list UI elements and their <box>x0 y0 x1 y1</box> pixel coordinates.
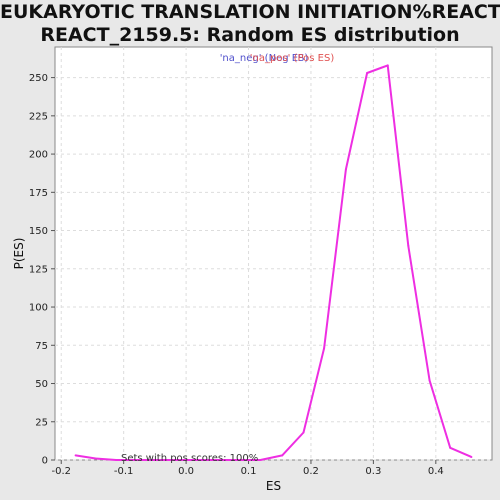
data-point <box>135 459 138 461</box>
y-tick-label: 100 <box>29 303 48 314</box>
chart-title: EUKARYOTIC TRANSLATION INITIATION%REACTO… <box>0 0 500 47</box>
data-point <box>449 446 452 449</box>
y-tick-label: 25 <box>35 417 48 428</box>
data-point <box>156 459 159 461</box>
y-tick-label: 150 <box>29 226 48 237</box>
y-tick-label: 225 <box>29 111 48 122</box>
es-distribution-line <box>75 64 472 461</box>
x-tick-label: -0.2 <box>51 466 71 477</box>
y-tick-label: 175 <box>29 188 48 199</box>
pos-scores-annotation: Sets with pos scores: 100% <box>121 453 258 464</box>
legend-entry: 'na_neg' (Neg ES) <box>220 53 309 64</box>
data-point <box>218 459 221 461</box>
y-tick-label: 50 <box>35 379 48 390</box>
x-tick-label: 0.1 <box>241 466 257 477</box>
data-point <box>344 168 347 171</box>
y-tick-label: 250 <box>29 73 48 84</box>
data-point <box>94 457 97 460</box>
data-point <box>115 459 118 461</box>
x-tick-label: 0.3 <box>365 466 381 477</box>
data-point <box>238 459 241 461</box>
data-point <box>176 459 179 461</box>
title-line-1: EUKARYOTIC TRANSLATION INITIATION%REACTO… <box>0 1 500 23</box>
y-tick-label: 0 <box>42 456 48 467</box>
y-tick-label: 75 <box>35 341 48 352</box>
data-point <box>259 459 262 461</box>
legend: 'na_neg' (Neg ES)'na_pos' (Pos ES) <box>220 53 335 64</box>
x-axis-label: ES <box>266 479 281 493</box>
plot-area <box>54 46 493 461</box>
data-point <box>407 244 410 247</box>
data-point <box>74 454 77 457</box>
axes: -0.2 -0.1 0.0 0.1 0.2 0.3 0.4 0 25 50 75 100 125 150 1… <box>29 73 444 477</box>
data-point <box>470 455 473 458</box>
data-point <box>386 64 389 67</box>
title-line-2: REACT_2159.5: Random ES distribution <box>40 24 460 46</box>
x-tick-label: 0.2 <box>303 466 319 477</box>
y-tick-label: 125 <box>29 264 48 275</box>
data-point <box>428 379 431 382</box>
data-point <box>323 347 326 350</box>
x-tick-label: 0.4 <box>428 466 444 477</box>
data-point <box>197 459 200 461</box>
data-point <box>366 72 369 75</box>
y-tick-label: 200 <box>29 150 48 161</box>
data-point <box>302 431 305 434</box>
y-axis-label: P(ES) <box>12 238 26 270</box>
series-group <box>74 64 473 461</box>
data-point <box>281 454 284 457</box>
x-tick-label: 0.0 <box>178 466 194 477</box>
x-tick-label: -0.1 <box>114 466 134 477</box>
legend-entry: 'na_pos' (Pos ES) <box>250 53 335 64</box>
grid-lines <box>55 47 492 461</box>
